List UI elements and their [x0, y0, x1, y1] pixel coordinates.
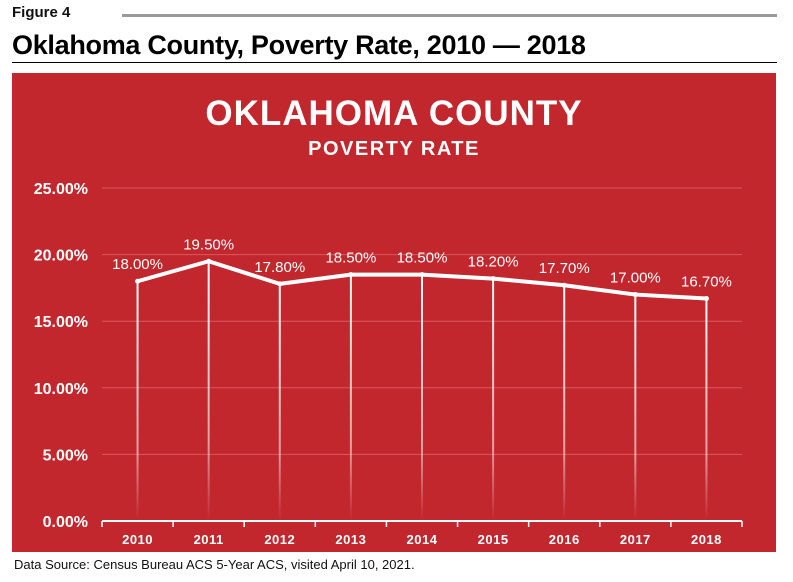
data-label: 17.70%	[539, 260, 590, 277]
x-tick-label: 2011	[194, 532, 224, 547]
x-tick-label: 2015	[478, 532, 509, 547]
data-label: 18.50%	[397, 250, 448, 267]
y-tick-label: 15.00%	[34, 314, 88, 331]
data-label: 17.00%	[610, 270, 661, 287]
y-tick-label: 0.00%	[43, 514, 88, 531]
x-tick-label: 2013	[335, 532, 366, 547]
figure-label: Figure 4	[12, 4, 71, 21]
data-point	[135, 278, 141, 284]
drop-line	[492, 278, 495, 521]
y-tick-label: 10.00%	[34, 381, 88, 398]
drop-line	[207, 261, 210, 521]
series-line	[135, 258, 709, 302]
drop-line	[349, 274, 352, 521]
chart-panel: OKLAHOMA COUNTY POVERTY RATE 0.00% 5.00% 1…	[12, 73, 776, 552]
y-tick-label: 20.00%	[34, 248, 88, 265]
y-axis: 0.00% 5.00% 10.00% 15.00% 20.00% 25.00%	[34, 181, 88, 531]
x-axis: 2010 2011 2012 2013 2014 2015 2016 2017 2018	[101, 520, 743, 547]
data-point	[277, 281, 283, 287]
x-tick-label: 2012	[264, 532, 295, 547]
data-point	[206, 258, 212, 264]
chart-subtitle: POVERTY RATE	[308, 138, 480, 160]
data-label: 19.50%	[183, 236, 234, 253]
drop-lines	[136, 261, 708, 521]
x-tick-label: 2016	[549, 532, 580, 547]
data-label: 18.20%	[468, 254, 519, 271]
drop-line	[136, 281, 139, 521]
data-label: 18.50%	[325, 250, 376, 267]
data-point	[561, 282, 567, 288]
x-tick-label: 2010	[122, 532, 153, 547]
drop-line	[421, 274, 423, 521]
drop-line	[278, 283, 281, 521]
data-labels: 18.00% 19.50% 17.80% 18.50% 18.50% 18.20% 17.7…	[112, 236, 732, 290]
data-point	[348, 272, 354, 278]
drop-line	[634, 294, 637, 521]
data-point	[490, 276, 496, 282]
y-tick-label: 25.00%	[34, 181, 88, 198]
data-label: 17.80%	[254, 259, 305, 276]
x-tick-label: 2014	[407, 532, 438, 547]
poverty-rate-chart: OKLAHOMA COUNTY POVERTY RATE 0.00% 5.00% 1…	[34, 94, 743, 547]
drop-line	[705, 298, 708, 521]
source-note: Data Source: Census Bureau ACS 5-Year AC…	[14, 557, 415, 572]
data-point	[419, 272, 425, 278]
data-label: 18.00%	[112, 256, 163, 273]
top-rule	[122, 14, 777, 17]
y-tick-label: 5.00%	[43, 447, 88, 464]
x-tick-label: 2017	[620, 532, 651, 547]
figure-title: Oklahoma County, Poverty Rate, 2010 — 20…	[12, 30, 586, 60]
drop-line	[563, 285, 566, 521]
data-point	[632, 292, 638, 298]
data-point	[703, 296, 709, 302]
title-rule	[12, 62, 777, 63]
chart-title: OKLAHOMA COUNTY	[205, 94, 582, 133]
data-label: 16.70%	[681, 274, 732, 291]
x-tick-label: 2018	[691, 532, 722, 547]
